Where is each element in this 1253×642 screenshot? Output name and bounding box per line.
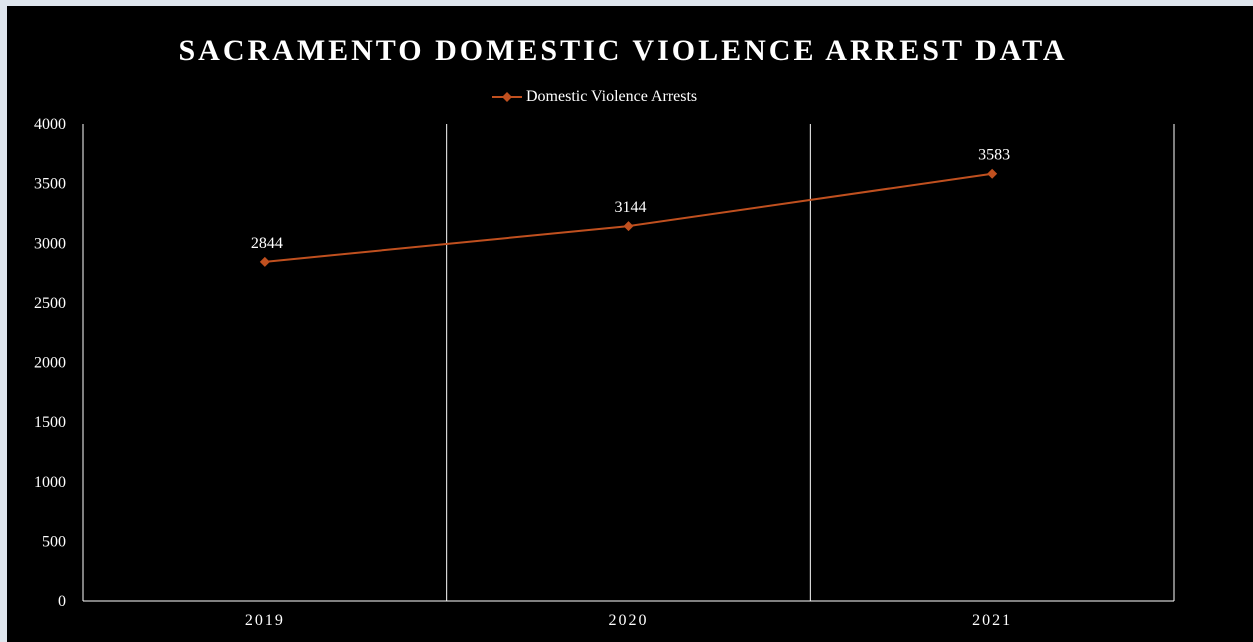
x-tick-label: 2021 [972,612,1012,629]
y-tick-label: 500 [42,533,66,550]
y-tick-label: 0 [58,593,66,610]
data-point-marker [259,256,270,267]
data-point-marker [987,168,998,179]
chart-title: SACRAMENTO DOMESTIC VIOLENCE ARREST DATA [178,34,1068,67]
x-tick-label: 2020 [609,612,649,629]
chart-area: SACRAMENTO DOMESTIC VIOLENCE ARREST DATA… [7,6,1253,642]
y-tick-label: 2000 [34,355,66,372]
y-tick-label: 1500 [34,414,66,431]
data-point-marker [623,221,634,232]
legend: Domestic Violence Arrests [492,86,697,108]
legend-label: Domestic Violence Arrests [526,88,698,105]
x-tick-label: 2019 [245,612,285,629]
y-tick-label: 2500 [34,295,66,312]
data-label: 3583 [978,147,1010,164]
y-tick-label: 4000 [34,116,66,133]
legend-line-marker-icon [492,92,522,102]
y-tick-label: 3000 [34,235,66,252]
y-tick-label: 3500 [34,176,66,193]
data-label: 3144 [615,199,647,216]
data-label: 2844 [251,235,283,252]
series-line [264,172,993,263]
y-tick-label: 1000 [34,474,66,491]
